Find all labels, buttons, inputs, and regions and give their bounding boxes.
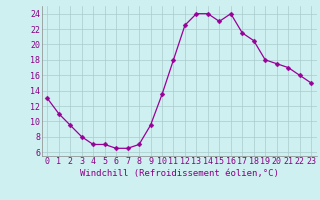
X-axis label: Windchill (Refroidissement éolien,°C): Windchill (Refroidissement éolien,°C) — [80, 169, 279, 178]
